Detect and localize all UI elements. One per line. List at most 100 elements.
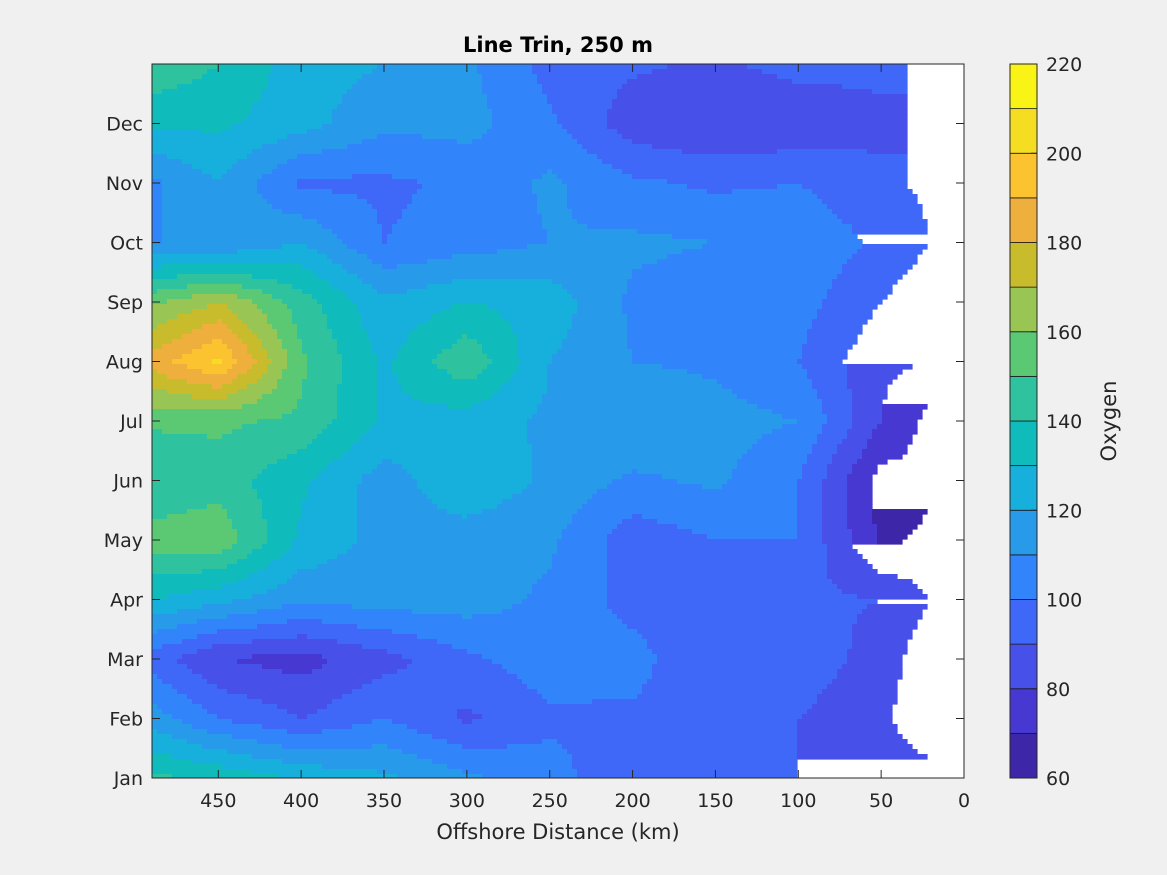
colorbar-level [1009, 197, 1038, 243]
contour-cell [292, 539, 358, 545]
contour-cell [152, 409, 293, 415]
contour-cell [257, 399, 298, 405]
contour-cell [232, 599, 523, 605]
contour-cell [317, 274, 358, 280]
contour-cell [232, 354, 253, 360]
contour-cell [837, 674, 903, 680]
contour-cell [337, 639, 438, 645]
y-tick-label: Oct [110, 233, 143, 255]
contour-cell [832, 459, 858, 465]
contour-cell [512, 374, 548, 380]
contour-cell [622, 134, 908, 140]
contour-cell [157, 629, 218, 635]
contour-cell [242, 424, 328, 430]
contour-cell [617, 129, 908, 135]
contour-cell [637, 229, 853, 235]
contour-cell [342, 289, 378, 295]
contour-cell [812, 379, 848, 385]
contour-cell [202, 344, 228, 350]
contour-cell [152, 599, 233, 605]
colorbar-level [1009, 152, 1038, 199]
contour-cell [497, 389, 548, 395]
contour-cell [222, 174, 263, 180]
contour-cell [847, 654, 903, 660]
contour-cell [332, 459, 383, 465]
contour-cell [377, 399, 423, 405]
contour-cell [222, 359, 238, 365]
contour-cell [777, 74, 908, 80]
contour-cell [547, 94, 618, 100]
contour-cell [352, 444, 533, 450]
contour-cell [577, 139, 633, 145]
contour-cell [557, 114, 608, 120]
contour-cell [362, 314, 433, 320]
contour-cell [197, 619, 288, 625]
contour-cell [407, 724, 798, 730]
contour-cell [427, 494, 513, 500]
contour-cell [382, 229, 393, 235]
contour-cell [157, 324, 203, 330]
colorbar-tick-label: 220 [1046, 54, 1082, 76]
contour-cell [407, 469, 533, 475]
contour-cell [872, 514, 923, 520]
contour-cell [867, 444, 908, 450]
contour-cell [562, 124, 608, 130]
contour-cell [422, 489, 523, 495]
contour-cell [497, 504, 583, 510]
contour-cell [777, 184, 803, 190]
contour-cell [852, 409, 883, 415]
contour-cell [357, 489, 423, 495]
contour-cell [287, 579, 538, 585]
contour-cell [277, 164, 613, 170]
contour-cell [567, 749, 798, 755]
contour-cell [642, 684, 828, 690]
contour-cell [302, 384, 338, 390]
contour-cell [577, 769, 798, 775]
contour-cell [557, 119, 608, 125]
contour-cell [537, 199, 568, 205]
contour-cell [562, 529, 613, 535]
contour-cell [607, 599, 878, 605]
contour-cell [167, 299, 253, 305]
contour-cell [847, 494, 873, 500]
contour-cell [872, 429, 918, 435]
contour-cell [427, 319, 508, 325]
contour-cell [817, 434, 848, 440]
contour-cell [267, 529, 298, 535]
contour-cell [262, 344, 283, 350]
contour-cell [702, 244, 863, 250]
contour-cell [632, 274, 838, 280]
contour-cell [272, 324, 298, 330]
contour-cell [857, 459, 888, 465]
contour-cell [287, 304, 323, 310]
colorbar-level [1009, 688, 1038, 734]
contour-cell [377, 769, 463, 775]
contour-cell [342, 364, 378, 370]
contour-cell [152, 364, 188, 370]
contour-cell [387, 239, 548, 245]
contour-cell [307, 484, 358, 490]
contour-cell [152, 564, 228, 570]
contour-cell [157, 729, 208, 735]
contour-cell [822, 689, 898, 695]
contour-cell [317, 249, 358, 255]
contour-cell [362, 644, 453, 650]
contour-cell [572, 514, 633, 520]
contour-cell [332, 419, 378, 425]
contour-cell [502, 609, 613, 615]
contour-cell [607, 119, 908, 125]
contour-cell [267, 539, 293, 545]
contour-cell [422, 399, 483, 405]
contour-cell [882, 419, 918, 425]
contour-cell [277, 704, 328, 710]
contour-cell [152, 334, 183, 340]
contour-cell [197, 649, 388, 655]
contour-cell [152, 664, 188, 670]
y-tick-label: Apr [110, 590, 143, 612]
contour-cell [632, 469, 638, 475]
contour-cell [232, 519, 268, 525]
contour-cell [427, 259, 658, 265]
contour-cell [667, 179, 908, 185]
contour-fill [152, 64, 928, 778]
contour-cell [272, 169, 548, 175]
